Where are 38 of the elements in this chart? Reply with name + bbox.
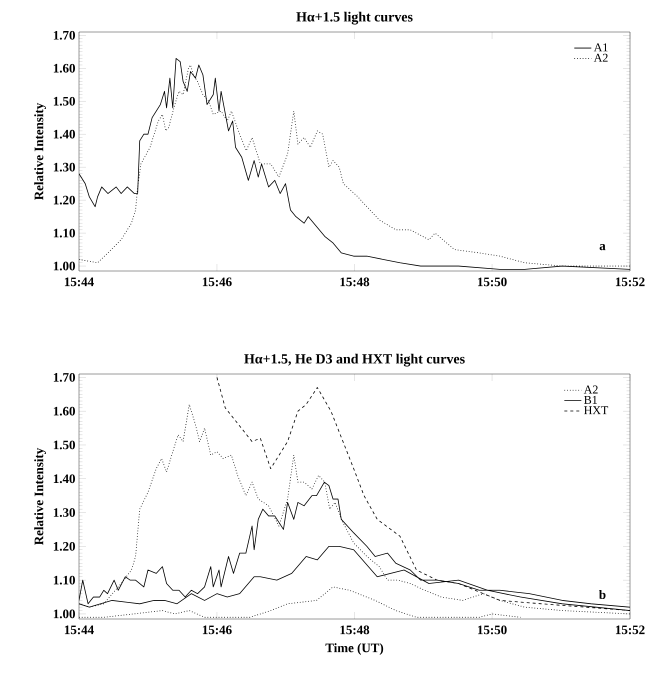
y-tick-label: 1.70 bbox=[54, 30, 75, 40]
x-axis-title: Time (UT) bbox=[326, 643, 384, 655]
x-tick-label: 15:46 bbox=[202, 626, 232, 634]
annotation: b bbox=[599, 590, 606, 600]
y-tick-label: 1.00 bbox=[54, 610, 75, 618]
y-tick-label: 1.60 bbox=[54, 406, 75, 416]
chart-title: Hα+1.5, He D3 and HXT light curves bbox=[244, 354, 465, 367]
x-tick-label: 15:44 bbox=[64, 278, 94, 286]
legend-label: HXT bbox=[584, 406, 608, 414]
y-tick-label: 1.20 bbox=[54, 196, 75, 205]
annotation: a bbox=[600, 244, 606, 250]
x-tick-label: 15:48 bbox=[340, 626, 370, 634]
x-tick-label: 15:52 bbox=[616, 626, 645, 634]
y-tick-label: 1.20 bbox=[54, 542, 75, 551]
y-tick-label: 1.00 bbox=[54, 262, 75, 270]
y-tick-label: 1.60 bbox=[54, 64, 75, 73]
y-tick-label: 1.40 bbox=[54, 474, 75, 484]
y-tick-label: 1.30 bbox=[54, 508, 75, 517]
chart-title: Hα+1.5 light curves bbox=[296, 12, 413, 25]
legend-label: A2 bbox=[584, 386, 598, 394]
y-tick-label: 1.50 bbox=[54, 440, 75, 450]
legend-label: A2 bbox=[594, 54, 608, 62]
x-tick-label: 15:52 bbox=[616, 278, 645, 286]
y-axis-title: Relative Intensity bbox=[34, 448, 46, 546]
x-tick-label: 15:48 bbox=[340, 278, 370, 286]
y-tick-label: 1.10 bbox=[54, 576, 75, 585]
legend-label: A1 bbox=[594, 43, 608, 52]
y-tick-label: 1.50 bbox=[54, 96, 75, 106]
x-tick-label: 15:46 bbox=[202, 278, 232, 286]
y-tick-label: 1.70 bbox=[54, 372, 75, 382]
x-tick-label: 15:50 bbox=[478, 626, 507, 634]
y-axis-title: Relative Intensity bbox=[34, 102, 46, 200]
x-tick-label: 15:50 bbox=[478, 278, 507, 286]
y-tick-label: 1.30 bbox=[54, 162, 75, 172]
x-tick-label: 15:44 bbox=[64, 626, 94, 634]
y-tick-label: 1.10 bbox=[54, 228, 75, 238]
legend-label: B1 bbox=[584, 396, 597, 404]
y-tick-label: 1.40 bbox=[54, 130, 75, 139]
